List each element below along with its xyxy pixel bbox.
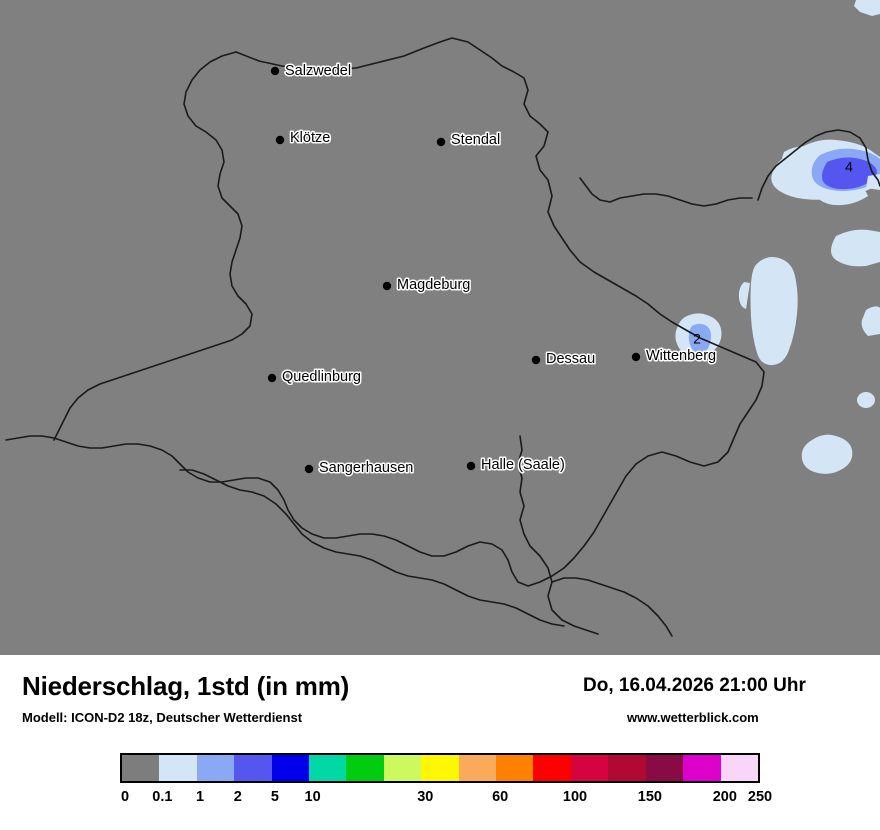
city-magdeburg[interactable]: Magdeburg: [382, 275, 472, 294]
colorbar-cell-16: [720, 755, 758, 781]
precip-area-wittenberg-core: [688, 323, 711, 355]
border-east-brandenburg: [579, 177, 753, 207]
colorbar-tick-200: 200: [712, 789, 737, 805]
contour-labels: 4 2: [693, 159, 853, 347]
city-dot: [270, 66, 280, 76]
colorbar-tick-100: 100: [562, 789, 588, 805]
precip-area-right-dot: [857, 392, 875, 408]
colorbar-tick-5: 5: [270, 789, 279, 805]
contour-label-2: 2: [693, 331, 701, 347]
map-footer: Niederschlag, 1std (in mm) Modell: ICON-…: [0, 655, 880, 830]
colorbar-cell-5: [309, 755, 347, 781]
colorbar-tick-10: 10: [304, 789, 321, 805]
colorbar-cell-9: [458, 755, 497, 781]
precip-area-southeast-blob: [801, 434, 853, 474]
colorbar-cell-10: [496, 755, 534, 781]
colorbar-cell-2: [196, 755, 235, 781]
precipitation-legend[interactable]: 0 0.1 1 2 5 10 30 60 100 150 200 250: [120, 753, 772, 813]
colorbar-cell-6: [346, 755, 384, 781]
precip-area-berlin-light-tail: [782, 146, 820, 166]
precip-area-east-oval: [738, 257, 798, 366]
city-dessau[interactable]: Dessau: [531, 349, 597, 368]
precip-area-top-right: [854, 0, 880, 16]
website-credit: www.wetterblick.com: [627, 710, 759, 725]
colorbar-tick-30: 30: [417, 789, 434, 805]
city-wittenberg[interactable]: Wittenberg: [631, 346, 718, 365]
map-background: [0, 0, 880, 655]
map-model-subtitle: Modell: ICON-D2 18z, Deutscher Wetterdie…: [22, 710, 303, 725]
colorbar-cell-3: [234, 755, 272, 781]
colorbar-gradient[interactable]: [120, 753, 760, 783]
precipitation-field: [675, 0, 880, 474]
border-saxony-anhalt: [5, 37, 765, 587]
map-canvas[interactable]: 4 2 Salzwedel Klötze Stendal: [0, 0, 880, 655]
colorbar-tick-labels: 0 0.1 1 2 5 10 30 60 100 150 200 250: [120, 789, 772, 813]
colorbar-cell-14: [645, 755, 684, 781]
city-dot: [436, 137, 446, 147]
city-stendal[interactable]: Stendal: [436, 130, 502, 149]
colorbar-tick-0: 0: [120, 789, 130, 805]
colorbar-cell-8: [421, 755, 459, 781]
colorbar-cell-13: [608, 755, 646, 781]
map-title: Niederschlag, 1std (in mm): [22, 671, 350, 701]
colorbar-cell-7: [383, 755, 422, 781]
colorbar-cell-1: [159, 755, 197, 781]
city-label: Quedlinburg: [282, 369, 361, 385]
city-label: Stendal: [451, 132, 500, 148]
colorbar-cell-12: [570, 755, 609, 781]
contour-label-4: 4: [845, 159, 853, 175]
colorbar-cell-15: [683, 755, 721, 781]
colorbar-tick-1: 1: [195, 789, 205, 805]
border-berlin: [757, 129, 880, 201]
city-dot: [275, 135, 285, 145]
city-label: Klötze: [290, 130, 330, 146]
city-label: Salzwedel: [285, 63, 351, 79]
precip-area-northeast-blob: [831, 229, 880, 267]
city-label: Halle (Saale): [481, 457, 565, 473]
city-dot: [466, 461, 476, 471]
colorbar-cell-11: [533, 755, 571, 781]
city-label: Dessau: [546, 351, 595, 367]
colorbar-cell-4: [271, 755, 310, 781]
city-dot: [631, 352, 641, 362]
city-markers[interactable]: Salzwedel Klötze Stendal Magdeburg: [267, 61, 718, 477]
colorbar-tick-250: 250: [747, 789, 773, 805]
city-quedlinburg[interactable]: Quedlinburg: [267, 367, 363, 386]
precip-area-berlin-core: [821, 157, 877, 190]
colorbar-tick-60: 60: [492, 789, 509, 805]
city-dot: [267, 373, 277, 383]
city-label: Sangerhausen: [319, 460, 413, 476]
city-halle-saale[interactable]: Halle (Saale): [466, 455, 566, 474]
colorbar-tick-0.1: 0.1: [152, 789, 173, 805]
border-altmark-west: [53, 51, 253, 441]
precip-area-right-edge-upper: [861, 306, 880, 336]
city-label: Magdeburg: [397, 277, 470, 293]
precip-area-berlin-light-lower: [820, 188, 868, 206]
border-halle-local: [517, 435, 599, 635]
state-borders: [5, 37, 880, 637]
city-dot: [304, 464, 314, 474]
city-dot: [531, 355, 541, 365]
city-salzwedel[interactable]: Salzwedel: [270, 61, 353, 80]
forecast-timestamp: Do, 16.04.2026 21:00 Uhr: [583, 675, 806, 696]
border-leipzig-east: [551, 577, 673, 637]
precipitation-map[interactable]: 4 2 Salzwedel Klötze Stendal: [0, 0, 880, 655]
colorbar-cell-0: [122, 755, 160, 781]
city-kloetze[interactable]: Klötze: [275, 128, 332, 147]
city-dot: [382, 281, 392, 291]
city-sangerhausen[interactable]: Sangerhausen: [304, 458, 415, 477]
city-label: Wittenberg: [646, 348, 716, 364]
colorbar-tick-150: 150: [637, 789, 663, 805]
border-thuringia-south: [179, 469, 565, 627]
colorbar-tick-2: 2: [233, 789, 242, 805]
